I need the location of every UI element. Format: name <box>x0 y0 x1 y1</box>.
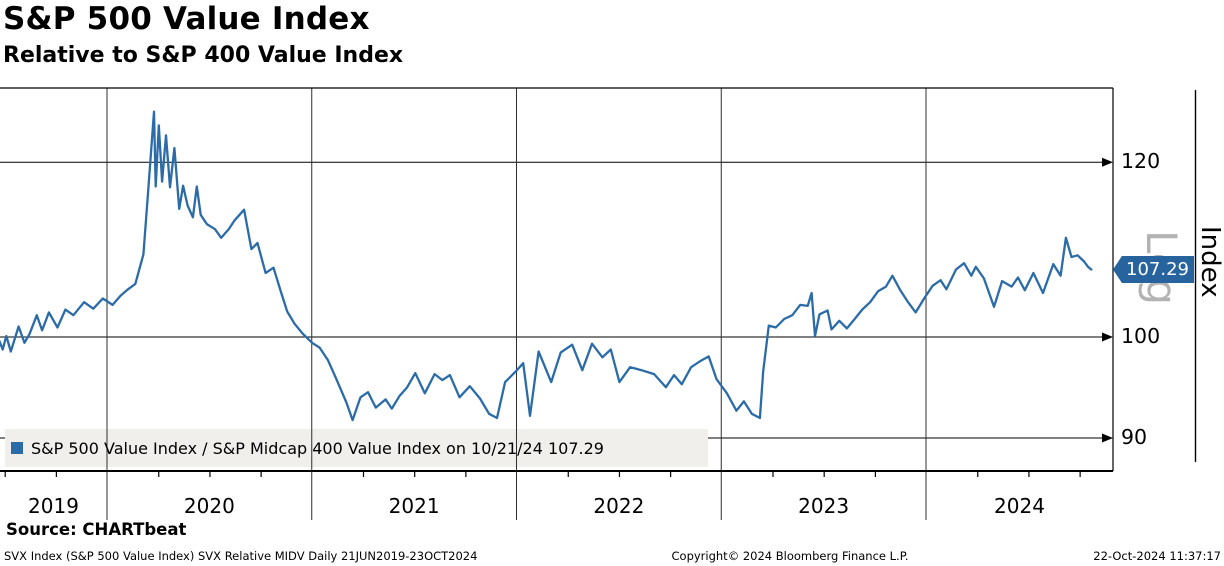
footer-copyright: Copyright© 2024 Bloomberg Finance L.P. <box>671 549 909 563</box>
footer-timestamp: 22-Oct-2024 11:37:17 <box>1093 549 1221 563</box>
y-gridlines <box>0 157 1113 443</box>
plot-frame <box>0 87 1197 472</box>
footer-security-info: SVX Index (S&P 500 Value Index) SVX Rela… <box>4 549 478 563</box>
legend: S&P 500 Value Index / S&P Midcap 400 Val… <box>5 429 708 467</box>
y-tick-label: 90 <box>1121 425 1148 449</box>
x-tick-year-label: 2020 <box>183 494 235 518</box>
last-price-tag: 107.29 <box>1113 256 1194 284</box>
year-gridlines <box>106 88 927 520</box>
x-tick-year-label: 2024 <box>994 494 1045 518</box>
series-line <box>0 110 1093 422</box>
legend-series-swatch <box>11 442 23 454</box>
legend-label: S&P 500 Value Index / S&P Midcap 400 Val… <box>31 438 604 458</box>
page-title: S&P 500 Value Index <box>3 1 370 37</box>
y-tick-label: 120 <box>1121 149 1161 174</box>
x-tick-year-label: 2019 <box>28 494 79 518</box>
legend-background <box>5 429 708 467</box>
source-line: Source: CHARTbeat <box>6 520 187 539</box>
x-tick-year-label: 2021 <box>388 494 440 518</box>
x-tick-year-label: 2022 <box>593 494 645 518</box>
page-subtitle: Relative to S&P 400 Value Index <box>3 43 404 68</box>
y-axis-title: Index <box>1195 226 1224 298</box>
x-tick-year-label: 2023 <box>798 494 850 518</box>
y-tick-label: 100 <box>1121 324 1161 348</box>
